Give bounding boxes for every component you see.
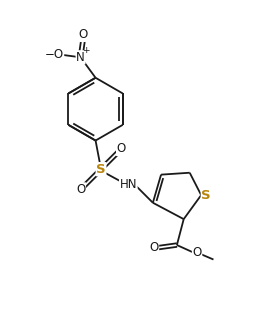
Text: S: S [96,163,106,176]
Text: −O: −O [44,48,64,61]
Text: +: + [82,46,89,55]
Text: O: O [79,28,88,42]
Text: O: O [117,143,126,156]
Text: O: O [149,241,159,254]
Text: HN: HN [120,178,137,191]
Text: O: O [192,246,202,259]
Text: O: O [76,183,85,196]
Text: N: N [76,51,85,64]
Text: S: S [201,189,211,202]
